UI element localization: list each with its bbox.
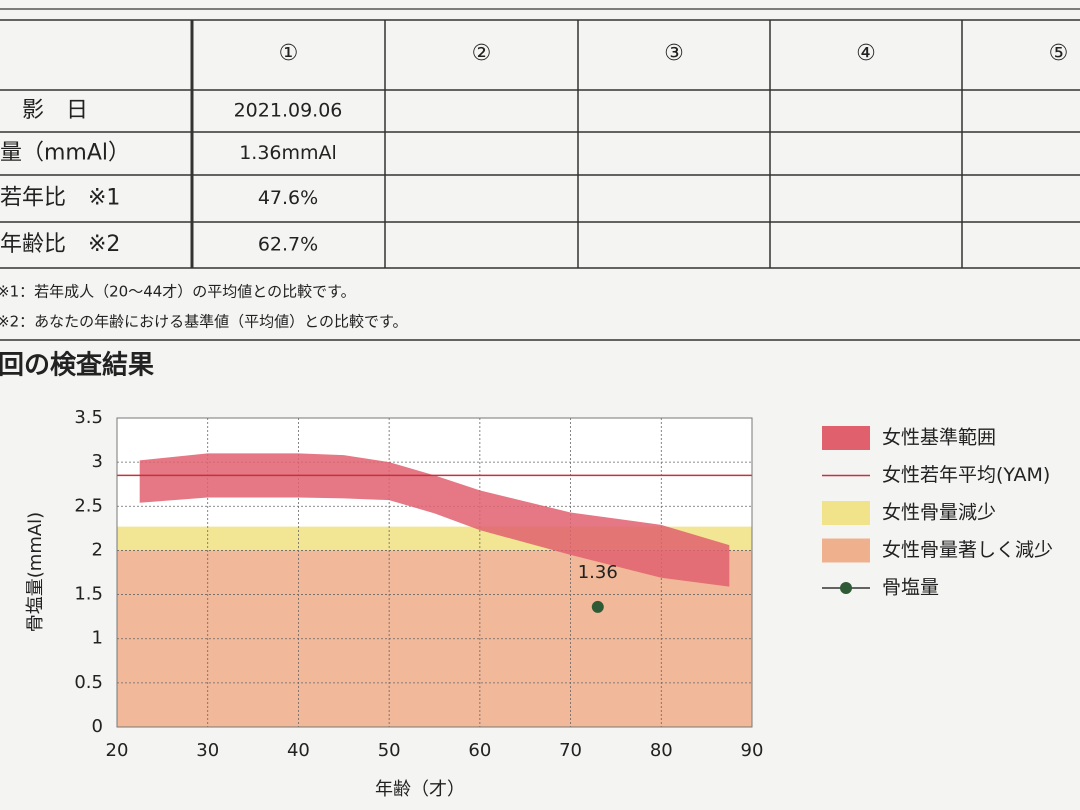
data-label: 1.36 — [578, 562, 618, 583]
cell: 62.7% — [258, 234, 318, 256]
y-tick-label: 2 — [92, 539, 103, 560]
legend-label: 骨塩量 — [882, 577, 939, 599]
legend-label: 女性骨量著しく減少 — [882, 539, 1053, 561]
row-label: 対年齢比 ※2 — [0, 232, 120, 257]
plot-frame — [116, 417, 753, 728]
x-axis-label: 年齢（才） — [375, 779, 465, 800]
legend-label: 女性基準範囲 — [882, 427, 996, 449]
legend-label: 女性骨量減少 — [882, 502, 996, 524]
note: ※2：あなたの年齢における基準値（平均値）との比較です。 — [0, 313, 407, 331]
cell: 2021.09.06 — [234, 100, 343, 122]
cell: 47.6% — [258, 187, 318, 209]
measurement-point — [591, 600, 604, 613]
column-header: ② — [472, 41, 492, 66]
x-tick-label: 50 — [378, 740, 401, 761]
cell: 1.36mmAl — [239, 142, 337, 164]
y-tick-label: 1.5 — [74, 584, 103, 605]
column-header: ⑤ — [1049, 41, 1069, 66]
reference-band — [139, 453, 730, 587]
row-label: 対若年比 ※1 — [0, 186, 120, 211]
row-label: 撮 影 日 — [0, 98, 88, 123]
y-tick-label: 0 — [92, 716, 103, 737]
x-tick-label: 30 — [196, 740, 219, 761]
legend-swatch — [822, 538, 870, 563]
x-tick-label: 40 — [287, 740, 310, 761]
x-tick-label: 90 — [741, 740, 764, 761]
x-tick-label: 80 — [650, 740, 673, 761]
legend-swatch — [822, 426, 870, 450]
x-tick-label: 20 — [106, 740, 129, 761]
row-label: 骨量（mmAl） — [0, 141, 130, 166]
column-header: ③ — [664, 41, 684, 66]
y-axis-label: 骨塩量(mmAl) — [25, 512, 46, 632]
legend-swatch — [822, 501, 870, 525]
y-tick-label: 1 — [92, 628, 103, 649]
note: ※1：若年成人（20～44才）の平均値との比較です。 — [0, 283, 356, 301]
y-tick-label: 0.5 — [74, 672, 103, 693]
column-header: ④ — [856, 41, 876, 66]
x-tick-label: 70 — [559, 740, 582, 761]
y-tick-label: 3 — [92, 451, 103, 472]
legend-label: 女性若年平均(YAM) — [882, 464, 1050, 486]
x-tick-label: 60 — [468, 740, 491, 761]
column-header: ① — [279, 41, 299, 66]
legend-swatch — [840, 582, 852, 594]
y-tick-label: 2.5 — [74, 495, 103, 516]
section-title: 今回の検査結果 — [0, 350, 154, 381]
y-tick-label: 3.5 — [74, 407, 103, 428]
